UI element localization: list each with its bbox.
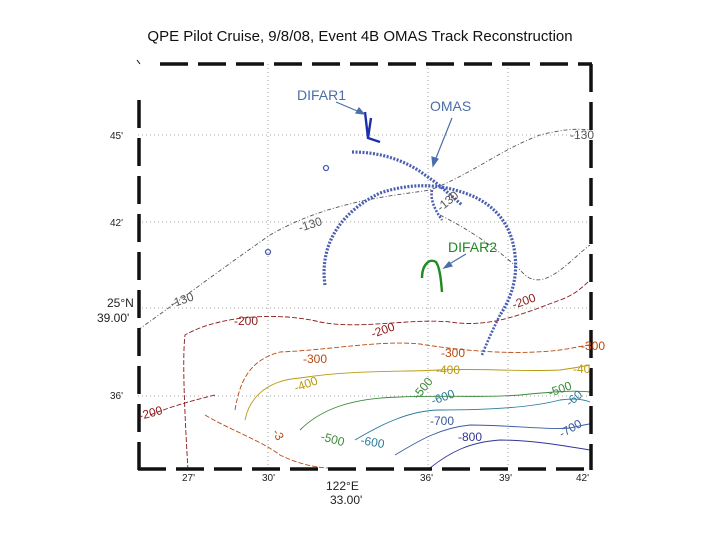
contour-label: -130 — [297, 214, 324, 235]
label-difar2: DIFAR2 — [448, 239, 497, 255]
contour-label: -300 — [581, 339, 605, 353]
lon-tick-33: 33.00' — [330, 493, 362, 507]
omas-track-upper — [351, 150, 464, 207]
contour-label: -300 — [303, 352, 327, 366]
contour-label: -200 — [234, 314, 258, 328]
lat-tick-39: 39.00' — [97, 311, 129, 325]
difar1-track — [363, 111, 381, 144]
contour-label: -800 — [458, 430, 482, 444]
lat-tick-36: 36' — [110, 391, 123, 402]
contour-label: -130 — [570, 128, 594, 142]
grid — [138, 64, 590, 468]
lon-tick-27: 27' — [182, 473, 195, 484]
contour-label: -400 — [292, 373, 320, 394]
contour-200 — [183, 279, 591, 471]
annotation-arrows — [335, 101, 467, 270]
lon-label: 122°E — [326, 479, 359, 493]
contour-label: -300 — [441, 346, 465, 360]
contour-label: -3 — [269, 427, 287, 444]
contour-500 — [299, 390, 591, 431]
contour-130-east — [439, 214, 591, 281]
lon-tick-30: 30' — [262, 473, 275, 484]
contour-800 — [429, 439, 591, 469]
contour-label: -130 — [168, 289, 196, 310]
lon-tick-39: 39' — [499, 473, 512, 484]
contour-700 — [394, 423, 591, 456]
lat-tick-42: 42' — [110, 218, 123, 229]
contour-label: -500 — [319, 429, 346, 449]
contour-label: -600 — [359, 433, 385, 451]
contours — [137, 128, 591, 471]
label-difar1: DIFAR1 — [297, 87, 346, 103]
lon-tick-36: 36' — [420, 473, 433, 484]
chart-title: QPE Pilot Cruise, 9/8/08, Event 4B OMAS … — [147, 28, 573, 45]
contour-200-west — [149, 394, 216, 416]
omas-track-tail — [480, 314, 502, 356]
contour-300 — [234, 342, 591, 411]
contour-400 — [244, 364, 591, 421]
contour-label: -200 — [369, 319, 397, 340]
contour-300-west — [204, 414, 331, 469]
omas-arrow — [433, 117, 453, 164]
contour-600 — [354, 398, 591, 441]
lat-tick-45: 45' — [110, 131, 123, 142]
omas-point-west — [322, 164, 330, 172]
omas-track — [264, 150, 518, 356]
map-frame — [137, 62, 593, 471]
omas-track-inner — [430, 189, 444, 221]
omas-arrowhead — [431, 156, 439, 168]
lat-label: 25°N — [107, 296, 134, 310]
omas-point-sw — [264, 248, 272, 256]
difar1-arrowhead — [355, 106, 366, 115]
lon-tick-42: 42' — [576, 473, 589, 484]
omas-track-arch — [322, 184, 518, 316]
difar2-arrowhead — [442, 261, 454, 270]
contour-label: -700 — [430, 414, 454, 428]
contour-label: -200 — [510, 290, 538, 311]
contour-labels: -130-130-130-130-200 -200-200-200-300 -300… — [137, 128, 605, 451]
label-omas: OMAS — [430, 98, 471, 114]
contour-label: -400 — [436, 363, 460, 377]
contour-label: -600 — [429, 386, 457, 407]
contour-label: -200 — [137, 403, 164, 423]
contour-130 — [137, 128, 591, 331]
difar2-track — [420, 259, 444, 293]
contour-label: -700 — [557, 416, 585, 440]
frame-corner-mark — [136, 59, 141, 65]
contour-label: -40 — [573, 362, 591, 376]
